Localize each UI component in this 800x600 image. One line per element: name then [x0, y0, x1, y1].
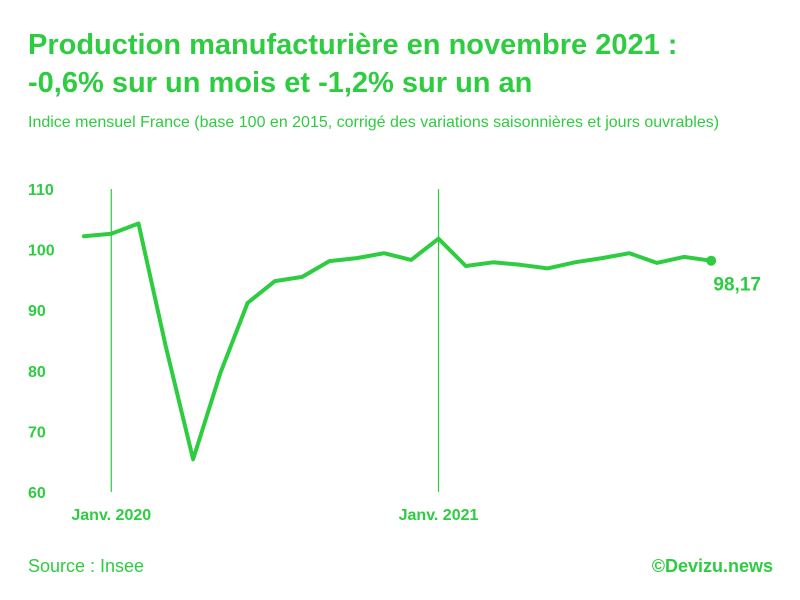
x-tick-label: Janv. 2020: [71, 507, 151, 524]
y-tick-label: 100: [28, 243, 55, 260]
x-axis-ticks: Janv. 2020 Janv. 2021: [71, 507, 478, 524]
source-note: Source : Insee: [28, 556, 145, 576]
data-points: [83, 223, 717, 460]
credit-note: ©Devizu.news: [651, 556, 773, 576]
y-tick-label: 60: [28, 485, 46, 502]
chart-subtitle: Indice mensuel France (base 100 en 2015,…: [28, 114, 720, 131]
title-line-2: -0,6% sur un mois et -1,2% sur un an: [28, 67, 533, 99]
y-tick-label: 80: [28, 364, 46, 381]
x-tick-label: Janv. 2021: [399, 507, 479, 524]
title-line-1: Production manufacturière en novembre 20…: [28, 29, 678, 61]
y-tick-label: 90: [28, 303, 46, 320]
end-value-label: 98,17: [713, 275, 761, 296]
series-line: [82, 221, 714, 462]
y-tick-label: 70: [28, 424, 46, 441]
y-axis-ticks: 60 70 80 90 100 110: [28, 182, 55, 502]
y-tick-label: 110: [28, 182, 54, 199]
vertical-markers: [110, 189, 440, 492]
last-data-point: [706, 255, 717, 266]
page-title: Production manufacturière en novembre 20…: [28, 26, 788, 102]
